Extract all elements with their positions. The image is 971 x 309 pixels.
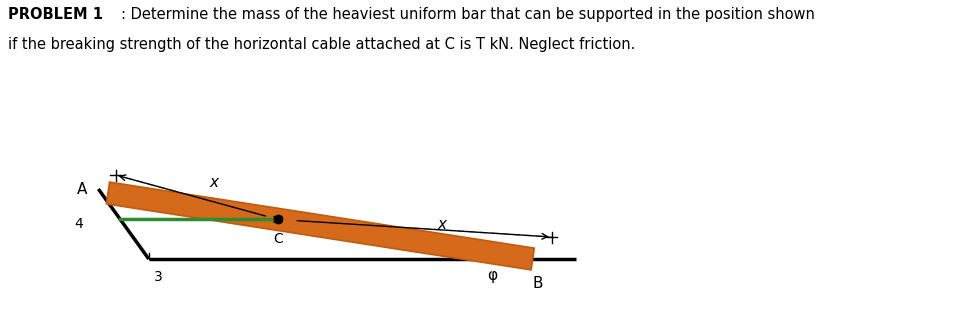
Text: x: x: [210, 175, 218, 190]
Text: 3: 3: [154, 270, 163, 284]
Text: 4: 4: [74, 217, 84, 231]
Text: x: x: [437, 217, 447, 232]
Text: PROBLEM 1: PROBLEM 1: [8, 7, 103, 22]
Text: if the breaking strength of the horizontal cable attached at C is T kN. Neglect : if the breaking strength of the horizont…: [8, 37, 635, 52]
Text: φ: φ: [487, 268, 497, 283]
Text: A: A: [77, 183, 86, 197]
Polygon shape: [107, 182, 534, 270]
Text: C: C: [273, 232, 283, 246]
Text: B: B: [532, 276, 543, 291]
Text: : Determine the mass of the heaviest uniform bar that can be supported in the po: : Determine the mass of the heaviest uni…: [121, 7, 815, 22]
